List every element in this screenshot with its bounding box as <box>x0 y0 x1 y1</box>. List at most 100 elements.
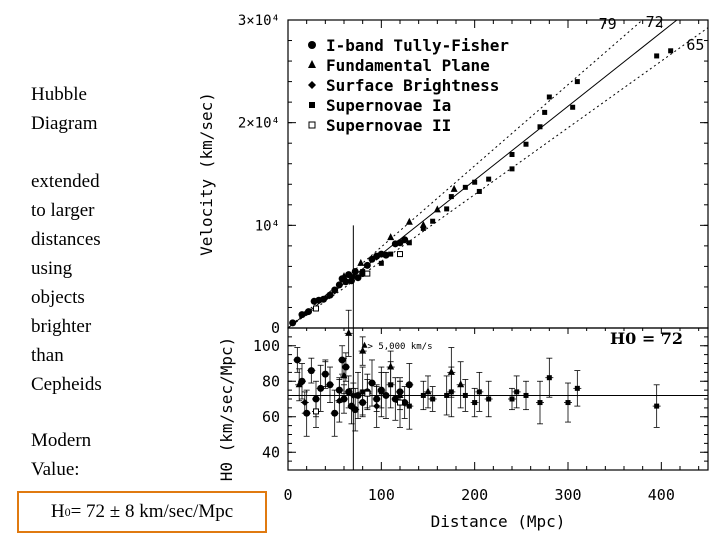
data-point <box>378 389 384 395</box>
bottom-y-axis-label: H0 (km/sec/Mpc) <box>217 337 236 482</box>
h0-annotation: H0 = 72 <box>610 329 683 348</box>
data-point <box>430 396 436 402</box>
x-axis-label: Distance (Mpc) <box>431 512 566 531</box>
hubble-diagram-title: Hubble Diagram <box>31 80 141 138</box>
bottom-y-tick-label: 60 <box>262 408 280 426</box>
x-tick-label: 0 <box>283 486 292 504</box>
data-point <box>486 176 492 182</box>
data-point <box>360 269 366 275</box>
data-point <box>307 367 315 375</box>
data-point <box>542 109 548 115</box>
data-point <box>382 251 390 259</box>
desc-line: to larger <box>31 200 95 221</box>
modern-value-label: Modern Value: <box>31 426 151 484</box>
data-point <box>654 403 660 409</box>
data-point <box>462 392 468 398</box>
data-point <box>546 94 552 100</box>
data-point <box>476 389 482 395</box>
legend-marker <box>308 60 316 68</box>
modern-line-1: Modern <box>31 430 92 451</box>
data-point <box>654 53 660 59</box>
data-point <box>373 253 381 261</box>
data-point <box>354 274 362 282</box>
data-point <box>472 179 478 185</box>
data-point <box>433 205 441 213</box>
data-point <box>378 260 384 266</box>
data-point <box>342 278 350 286</box>
data-point <box>326 381 334 389</box>
x-tick-label: 200 <box>461 486 488 504</box>
x-tick-label: 400 <box>648 486 675 504</box>
legend-marker <box>308 41 316 49</box>
data-point <box>349 273 357 281</box>
fit-line-label: 79 <box>599 15 617 33</box>
description-block: extended to larger distances using objec… <box>31 167 171 399</box>
h0-symbol: H <box>50 501 65 522</box>
data-point <box>359 346 367 354</box>
legend-marker <box>308 121 316 129</box>
data-point <box>574 385 580 391</box>
desc-line: objects <box>31 287 85 308</box>
data-point <box>326 291 334 299</box>
bottom-y-tick-label: 40 <box>262 443 280 461</box>
top-y-axis-label: Velocity (km/sec) <box>197 92 216 256</box>
velocity-annotation: > 5,000 km/s <box>367 342 432 352</box>
top-y-tick-label: 3×10⁴ <box>238 13 280 29</box>
legend-marker <box>308 81 316 89</box>
fit-line-label: 65 <box>686 36 704 54</box>
data-point <box>450 184 458 192</box>
data-point <box>357 258 365 266</box>
desc-line: using <box>31 258 73 279</box>
h0-subscript: 0 <box>64 504 71 519</box>
top-y-tick-label: 2×10⁴ <box>238 116 280 132</box>
fit-line <box>287 19 643 329</box>
legend-label: Surface Brightness <box>326 76 499 95</box>
data-point <box>523 392 529 398</box>
data-point <box>368 379 376 387</box>
data-point <box>340 371 348 379</box>
x-tick-label: 300 <box>554 486 581 504</box>
data-point <box>462 184 468 190</box>
modern-line-2: Value: <box>31 459 80 480</box>
data-point <box>457 380 465 388</box>
data-point <box>321 370 329 378</box>
data-point <box>444 392 450 398</box>
data-point <box>476 188 482 194</box>
data-point <box>354 391 362 399</box>
data-point <box>424 387 432 395</box>
data-point <box>509 166 515 172</box>
bottom-y-tick-label: 80 <box>262 372 280 390</box>
data-point <box>546 375 552 381</box>
data-point <box>364 270 371 277</box>
data-point <box>405 217 413 225</box>
data-point <box>335 281 343 289</box>
data-point <box>313 408 319 415</box>
data-point <box>565 400 571 406</box>
data-point <box>293 356 301 364</box>
x-tick-label: 100 <box>368 486 395 504</box>
desc-line: than <box>31 345 64 366</box>
data-point <box>303 309 311 317</box>
data-point <box>537 400 543 406</box>
data-point <box>388 382 394 388</box>
title-line-2: Diagram <box>31 113 98 134</box>
bottom-y-tick-label: 100 <box>253 337 280 355</box>
data-point <box>335 397 343 405</box>
data-point <box>523 141 529 147</box>
data-point <box>430 218 436 224</box>
data-point <box>373 402 381 410</box>
data-point <box>472 400 478 406</box>
top-y-tick-label: 10⁴ <box>255 218 280 234</box>
data-point <box>448 194 454 200</box>
data-point <box>331 287 339 295</box>
data-point <box>486 396 492 402</box>
data-point <box>397 399 403 406</box>
title-line-1: Hubble <box>31 84 87 105</box>
data-point <box>340 272 348 280</box>
data-point <box>382 391 390 399</box>
data-point <box>387 233 395 241</box>
data-point <box>342 363 350 371</box>
data-point <box>338 356 346 364</box>
data-point <box>360 389 366 395</box>
